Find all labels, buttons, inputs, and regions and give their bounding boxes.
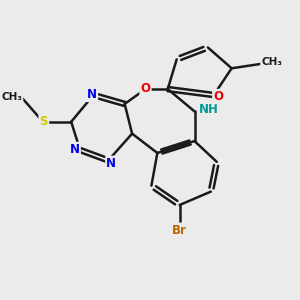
Text: O: O: [140, 82, 151, 95]
Text: Br: Br: [172, 224, 187, 237]
Text: N: N: [70, 143, 80, 156]
Text: N: N: [106, 157, 116, 170]
Text: S: S: [40, 115, 48, 128]
Text: CH₃: CH₃: [261, 57, 282, 67]
Text: CH₃: CH₃: [1, 92, 22, 101]
Text: O: O: [213, 90, 223, 103]
Text: NH: NH: [199, 103, 219, 116]
Text: N: N: [87, 88, 97, 101]
